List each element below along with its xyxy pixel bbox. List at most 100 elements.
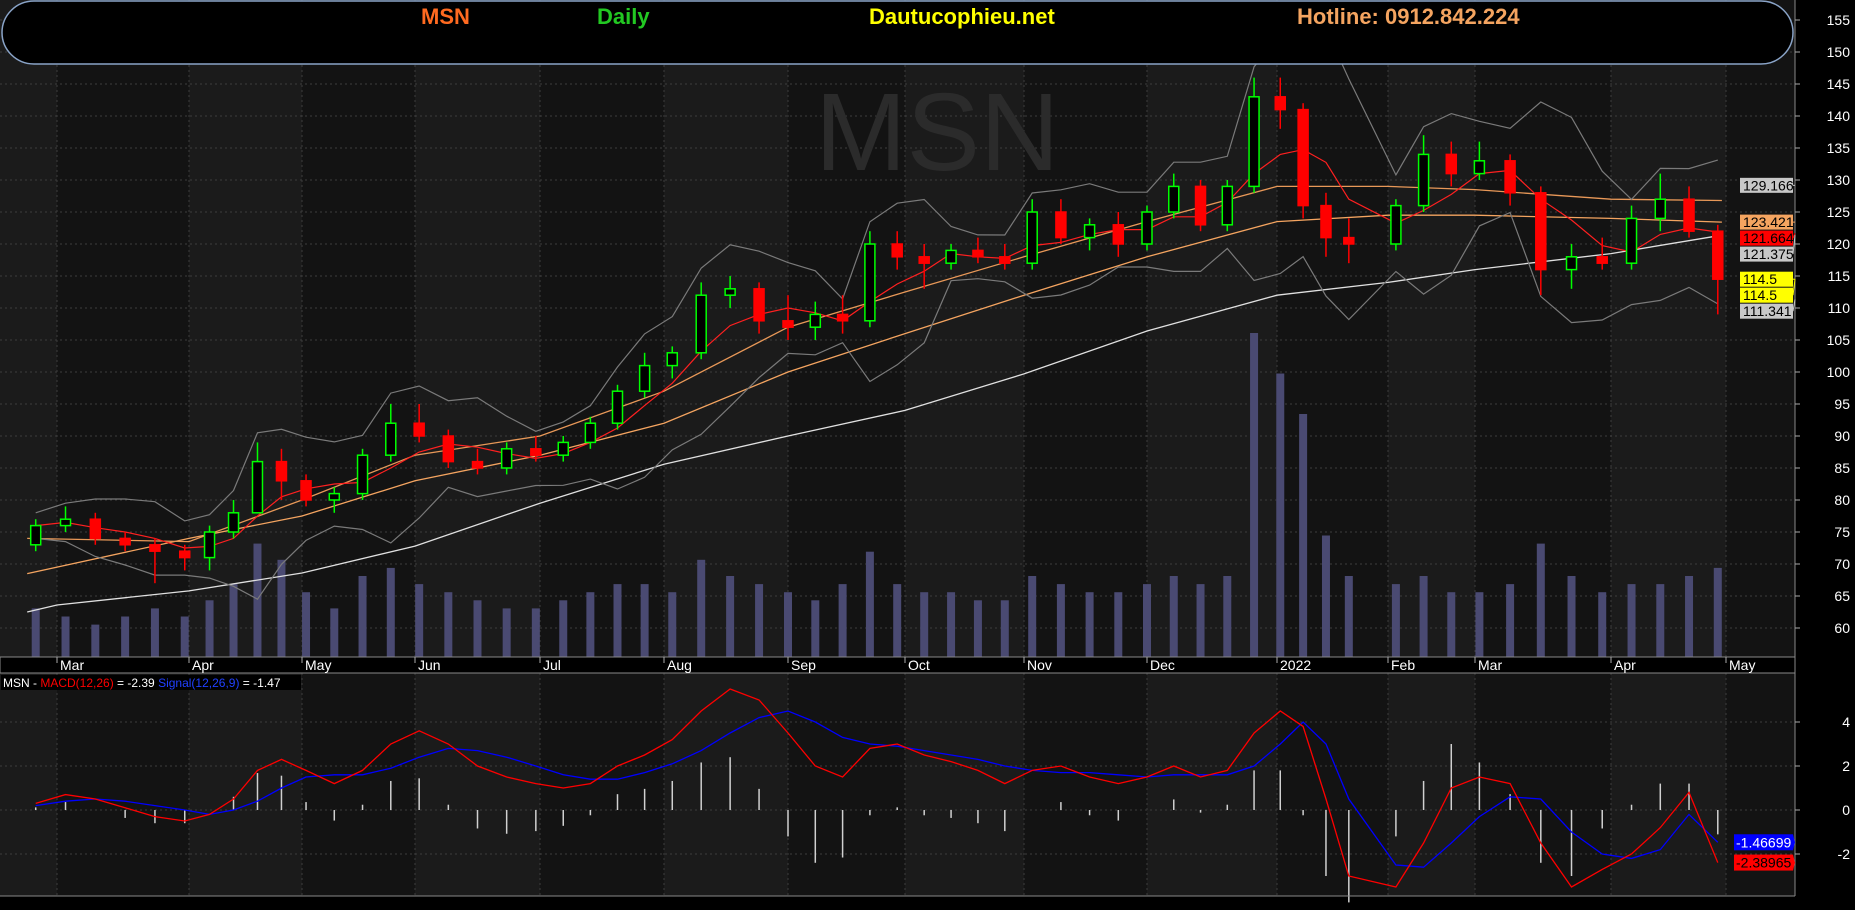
month-band xyxy=(1277,0,1388,657)
candle-body xyxy=(918,256,930,264)
volume-bar xyxy=(31,608,40,657)
candle-body xyxy=(1596,256,1608,264)
volume-bar xyxy=(1627,584,1636,657)
candle xyxy=(836,295,849,334)
macd-axis: 4 2 0 -2 xyxy=(1795,714,1850,862)
volume-bar xyxy=(253,543,262,657)
header-period: Daily xyxy=(597,4,650,29)
price-tick-label: 155 xyxy=(1827,12,1851,28)
label-box xyxy=(1740,246,1793,262)
candle-body xyxy=(1712,230,1724,280)
volume-bar xyxy=(865,551,874,657)
legend-signal-name: Signal(12,26,9) xyxy=(158,676,239,690)
candle xyxy=(753,282,765,334)
volume-bar xyxy=(473,600,482,657)
macd-tick-label: 0 xyxy=(1842,802,1850,818)
volume-bar xyxy=(1656,584,1665,657)
bollinger-lower xyxy=(35,211,1719,600)
candle-body xyxy=(471,460,484,469)
candles xyxy=(29,77,1724,584)
month-band xyxy=(788,673,905,896)
label-box xyxy=(1740,287,1793,303)
volume-bar xyxy=(277,559,286,657)
month-band xyxy=(1024,0,1147,657)
volume-bar xyxy=(811,600,820,657)
volume-bar xyxy=(697,559,706,657)
volume-bars xyxy=(31,333,1722,657)
candle-body xyxy=(203,531,216,559)
candle-body xyxy=(999,256,1011,264)
volume-bar xyxy=(1196,584,1205,657)
candle-body xyxy=(530,448,542,456)
date-label: Apr xyxy=(1614,657,1636,673)
candle-body xyxy=(638,364,651,392)
candle xyxy=(999,244,1011,270)
candle-body xyxy=(1297,108,1309,207)
candle-body xyxy=(611,390,624,424)
signal-line xyxy=(35,710,1719,868)
volume-bar xyxy=(1475,592,1484,657)
volume-bar xyxy=(1114,592,1123,657)
price-tick-label: 115 xyxy=(1828,268,1851,284)
header-hotline: Hotline: 0912.842.224 xyxy=(1297,4,1520,29)
candle-body xyxy=(1390,204,1402,245)
candle xyxy=(530,436,542,462)
candle xyxy=(251,442,264,514)
candle-body xyxy=(864,243,876,322)
label-box xyxy=(1740,177,1793,193)
candle xyxy=(1168,173,1180,219)
candle-body xyxy=(1083,224,1096,239)
candle-body xyxy=(59,518,72,527)
candle-body xyxy=(1504,160,1516,194)
month-band xyxy=(57,673,189,896)
price-value-labels: 129.166123.421121.664121.375114.5114.511… xyxy=(1740,177,1796,319)
label-box xyxy=(1740,271,1793,287)
label-box xyxy=(1734,854,1793,871)
candle-body xyxy=(1565,256,1578,271)
price-tick-label: 120 xyxy=(1827,236,1851,252)
candle xyxy=(695,282,707,360)
price-tick-label: 140 xyxy=(1827,108,1851,124)
label-text: -1.46699 xyxy=(1736,834,1791,850)
label-text: 114.5 xyxy=(1743,287,1777,303)
price-tick-label: 70 xyxy=(1834,556,1850,572)
candle xyxy=(1683,186,1695,238)
volume-bar xyxy=(205,600,214,657)
candle xyxy=(471,448,484,475)
month-band xyxy=(0,673,57,896)
volume-bar xyxy=(1391,584,1400,657)
volume-bar xyxy=(358,576,367,657)
price-tick-label: 125 xyxy=(1827,204,1851,220)
candle xyxy=(1194,180,1207,232)
macd-pane xyxy=(0,688,1795,903)
month-band xyxy=(1611,0,1726,657)
label-pointer xyxy=(1792,299,1796,312)
candle xyxy=(638,352,651,398)
label-pointer xyxy=(1792,235,1796,255)
month-band xyxy=(0,0,57,657)
bollinger-upper xyxy=(35,27,1718,522)
date-label: Mar xyxy=(60,657,84,673)
candle xyxy=(1320,192,1332,257)
volume-bar xyxy=(1447,592,1456,657)
candle-body xyxy=(275,460,288,482)
volume-bar xyxy=(180,616,189,657)
date-label: 2022 xyxy=(1280,657,1311,673)
date-label: Oct xyxy=(908,657,930,673)
candle-body xyxy=(584,422,597,444)
volume-bar xyxy=(726,576,735,657)
candle xyxy=(557,436,569,462)
month-band xyxy=(540,0,664,657)
month-band xyxy=(1147,673,1277,896)
candle-body xyxy=(972,249,984,258)
candle xyxy=(611,384,624,430)
macd-value-label: -2.38965 xyxy=(1734,854,1795,871)
candle xyxy=(275,448,288,500)
label-box xyxy=(1740,303,1793,319)
label-pointer xyxy=(1793,834,1795,851)
candle-body xyxy=(1168,185,1180,213)
candle xyxy=(1596,237,1608,270)
candle-body xyxy=(1221,185,1234,226)
date-axis-strip xyxy=(0,656,1796,674)
candle xyxy=(918,244,930,289)
